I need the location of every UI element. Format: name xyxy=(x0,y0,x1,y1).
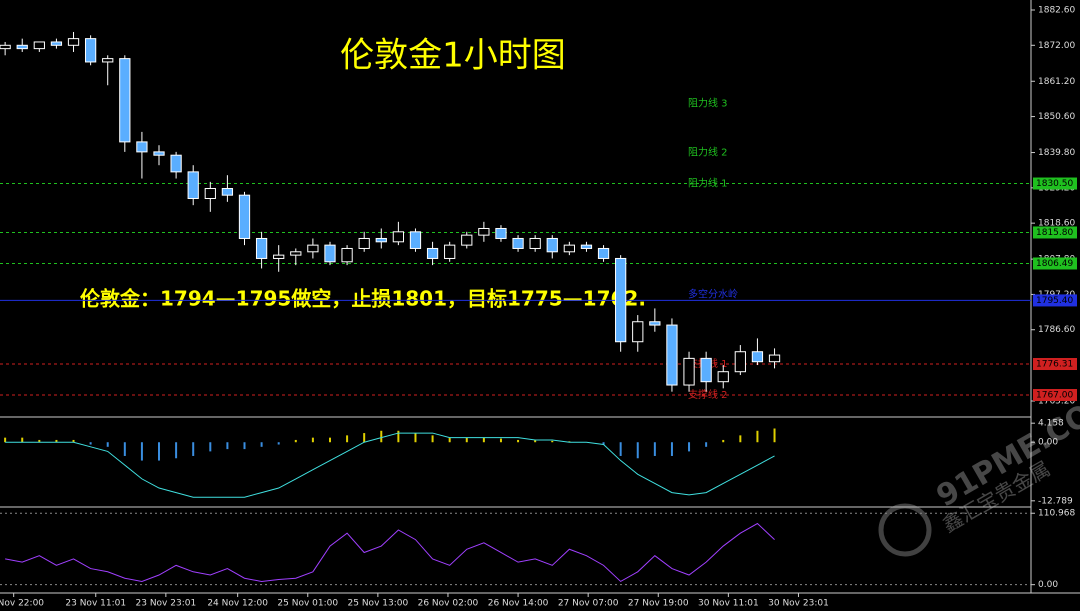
candle-body xyxy=(375,237,387,243)
level-name: 多空分水岭 xyxy=(688,287,738,300)
candle-body xyxy=(341,247,353,263)
x-tick-label: 30 Nov 23:01 xyxy=(768,599,829,609)
y-tick-label: 1872.00 xyxy=(1038,41,1075,51)
candle-body xyxy=(290,251,302,256)
y-tick-label: 1818.60 xyxy=(1038,219,1075,229)
candle-body xyxy=(255,237,268,259)
candle-body xyxy=(324,244,336,263)
y-tick-label: 1850.60 xyxy=(1038,112,1075,122)
y-tick-label: 1882.60 xyxy=(1038,5,1075,15)
level-label: 1830.50 xyxy=(1036,179,1073,189)
x-tick-label: 27 Nov 19:00 xyxy=(628,599,689,609)
level-label: 1767.00 xyxy=(1036,391,1073,401)
x-tick-label: 25 Nov 01:00 xyxy=(277,599,338,609)
candle-body xyxy=(546,237,558,253)
chart-title: 伦敦金1小时图 xyxy=(340,36,566,76)
candle-body xyxy=(512,237,524,249)
candle-body xyxy=(119,58,131,143)
candle-body xyxy=(102,58,114,63)
candle-body xyxy=(461,234,473,246)
level-name: 支撑线 2 xyxy=(688,388,728,401)
candle-body xyxy=(84,38,97,63)
y-tick-label: 1786.60 xyxy=(1038,325,1075,335)
candle-body xyxy=(444,244,456,259)
y-tick-label: 1765.20 xyxy=(1038,397,1075,407)
x-tick-label: 23 Nov 23:01 xyxy=(136,599,197,609)
level-name: 阻力线 1 xyxy=(688,176,728,189)
level-label: 1815.80 xyxy=(1036,228,1073,238)
macd-line xyxy=(5,432,775,498)
candle-body xyxy=(426,247,439,259)
candle-body xyxy=(666,324,678,386)
y-tick-label: -12.789 xyxy=(1038,496,1073,506)
level-name: 阻力线 3 xyxy=(688,97,728,110)
osc-line xyxy=(5,522,775,583)
level-label: 1776.31 xyxy=(1036,360,1073,370)
level-label: 1795.40 xyxy=(1036,296,1073,306)
candle-body xyxy=(358,237,370,249)
candle-body xyxy=(153,151,165,156)
candle-body xyxy=(204,188,216,200)
candle-body xyxy=(136,141,148,153)
y-tick-label: 1839.80 xyxy=(1038,148,1075,158)
y-tick-label: 0.00 xyxy=(1038,438,1058,448)
candle-body xyxy=(768,354,781,363)
x-tick-label: 25 Nov 13:00 xyxy=(348,599,409,609)
x-tick-label: 26 Nov 14:00 xyxy=(488,599,549,609)
x-tick-label: 20 Nov 22:00 xyxy=(0,599,44,609)
candle-body xyxy=(717,371,729,383)
candle-body xyxy=(597,247,610,259)
y-tick-label: 110.968 xyxy=(1038,509,1075,519)
level-label: 1806.49 xyxy=(1036,259,1073,269)
level-tag xyxy=(1033,226,1077,239)
candle-body xyxy=(734,351,746,373)
candle-body xyxy=(238,194,251,239)
candle-body xyxy=(170,154,182,173)
annotation: 伦敦金：1794—1795做空，止损1801，目标1775—1762. xyxy=(80,287,646,311)
x-tick-label: 27 Nov 07:00 xyxy=(558,599,619,609)
candle-body xyxy=(50,41,63,46)
candle-body xyxy=(0,44,11,50)
candle-body xyxy=(409,231,422,249)
candle-body xyxy=(751,351,764,363)
y-tick-label: 4.158 xyxy=(1038,419,1064,429)
candle-body xyxy=(615,257,627,343)
x-tick-label: 30 Nov 11:01 xyxy=(698,599,759,609)
candle-body xyxy=(273,254,285,259)
x-tick-label: 24 Nov 12:00 xyxy=(207,599,268,609)
candle-body xyxy=(580,244,593,249)
candle-body xyxy=(16,44,28,50)
candle-body xyxy=(563,244,575,253)
candle-body xyxy=(67,38,80,46)
level-tag xyxy=(1033,294,1077,307)
candle-body xyxy=(187,171,199,200)
watermark-logo xyxy=(878,503,932,557)
level-tag xyxy=(1033,358,1077,371)
candle-body xyxy=(307,244,319,253)
candle-body xyxy=(683,357,695,386)
y-tick-label: 0.00 xyxy=(1038,580,1058,590)
level-tag xyxy=(1033,257,1077,270)
level-name: 阻力线 2 xyxy=(688,145,728,158)
y-tick-label: 1861.20 xyxy=(1038,77,1075,87)
candle-body xyxy=(700,357,712,383)
candle-body xyxy=(33,41,45,50)
candle-body xyxy=(221,188,234,196)
candle-body xyxy=(632,321,644,343)
candle-body xyxy=(529,237,541,249)
x-tick-label: 23 Nov 11:01 xyxy=(65,599,126,609)
x-tick-label: 26 Nov 02:00 xyxy=(418,599,479,609)
level-tag xyxy=(1033,389,1077,402)
candle-body xyxy=(649,321,661,326)
candle-body xyxy=(392,231,405,243)
level-tag xyxy=(1033,177,1077,190)
candle-body xyxy=(478,227,490,236)
candle-body xyxy=(495,227,507,239)
